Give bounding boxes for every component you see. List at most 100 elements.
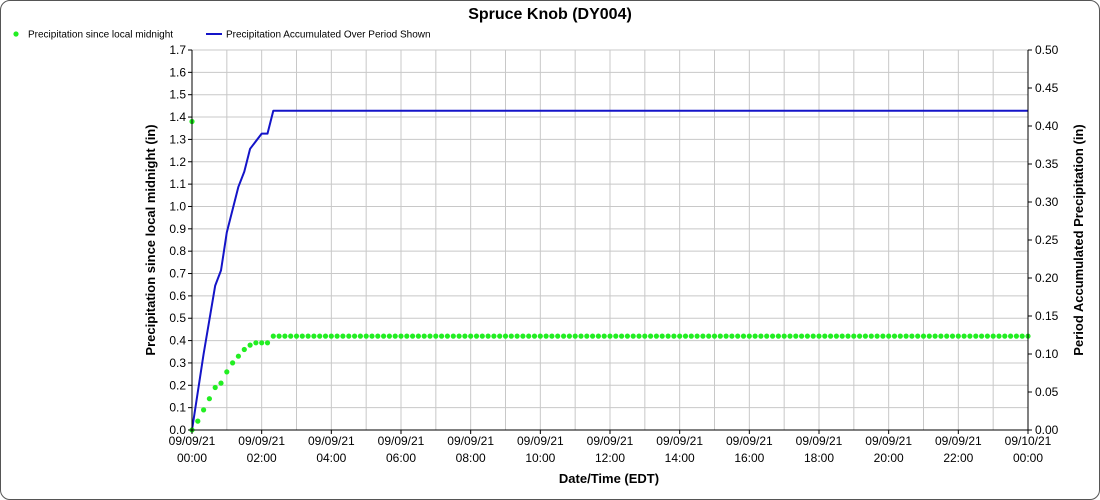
x-tick-label-time: 00:00 xyxy=(1013,451,1043,465)
grid xyxy=(191,49,1029,431)
data-point-precip-since-midnight xyxy=(282,333,288,339)
y-left-tick-label: 0.5 xyxy=(169,311,186,325)
data-point-precip-since-midnight xyxy=(758,333,764,339)
x-tick-label-date: 09/10/21 xyxy=(1005,434,1052,448)
x-tick-label-date: 09/09/21 xyxy=(726,434,773,448)
data-point-precip-since-midnight xyxy=(578,333,584,339)
data-point-precip-since-midnight xyxy=(473,333,480,339)
data-point-precip-since-midnight xyxy=(810,333,816,339)
data-point-precip-since-midnight xyxy=(450,333,456,339)
y-left-tick-label: 1.2 xyxy=(169,155,186,169)
x-tick-label-time: 06:00 xyxy=(386,451,416,465)
data-point-precip-since-midnight xyxy=(938,333,944,339)
data-point-precip-since-midnight xyxy=(903,333,909,339)
data-point-precip-since-midnight xyxy=(636,333,642,339)
data-point-precip-since-midnight xyxy=(230,360,236,366)
y-right-tick-label: 0.50 xyxy=(1035,43,1059,57)
data-point-precip-since-midnight xyxy=(479,333,485,339)
x-tick-label-date: 09/09/21 xyxy=(238,434,285,448)
data-point-precip-since-midnight xyxy=(764,333,770,339)
data-point-precip-since-midnight xyxy=(926,333,932,339)
data-point-precip-since-midnight xyxy=(845,333,851,339)
x-tick-label-time: 00:00 xyxy=(177,451,207,465)
data-point-precip-since-midnight xyxy=(880,333,886,339)
data-point-precip-since-midnight xyxy=(613,333,619,339)
data-point-precip-since-midnight xyxy=(868,333,874,339)
x-tick-label-time: 04:00 xyxy=(316,451,346,465)
data-point-precip-since-midnight xyxy=(305,333,311,339)
y-left-tick-label: 1.6 xyxy=(169,65,186,79)
data-point-precip-since-midnight xyxy=(288,333,294,339)
data-point-precip-since-midnight xyxy=(711,333,718,339)
y-right-tick-label: 0.05 xyxy=(1035,385,1059,399)
data-point-precip-since-midnight xyxy=(462,333,468,339)
x-tick-label-time: 16:00 xyxy=(734,451,764,465)
data-point-precip-since-midnight xyxy=(369,333,375,339)
data-point-precip-since-midnight xyxy=(735,333,741,339)
x-tick-label-date: 09/09/21 xyxy=(656,434,703,448)
y-right-tick-label: 0.40 xyxy=(1035,119,1059,133)
data-point-precip-since-midnight xyxy=(398,333,404,339)
data-point-precip-since-midnight xyxy=(433,333,439,339)
data-point-precip-since-midnight xyxy=(717,333,723,339)
data-point-precip-since-midnight xyxy=(241,346,247,353)
data-point-precip-since-midnight xyxy=(427,333,433,339)
x-tick-label-time: 10:00 xyxy=(525,451,555,465)
data-point-precip-since-midnight xyxy=(276,333,282,339)
legend: Precipitation since local midnight Preci… xyxy=(13,30,431,41)
series-line-period-accumulated xyxy=(191,109,1028,431)
y-left-tick-label: 0.1 xyxy=(169,401,186,415)
data-point-precip-since-midnight xyxy=(891,333,898,339)
data-point-precip-since-midnight xyxy=(415,333,421,339)
data-point-precip-since-midnight xyxy=(421,333,427,339)
y-left-tick-label: 1.7 xyxy=(169,43,186,57)
data-point-precip-since-midnight xyxy=(468,333,474,339)
x-tick-label-time: 14:00 xyxy=(665,451,695,465)
data-point-precip-since-midnight xyxy=(973,333,979,339)
data-point-precip-since-midnight xyxy=(857,333,863,339)
x-tick-label-time: 08:00 xyxy=(456,451,486,465)
data-point-precip-since-midnight xyxy=(311,333,317,339)
data-point-precip-since-midnight xyxy=(607,333,613,339)
data-point-precip-since-midnight xyxy=(456,333,462,339)
y-right-tick-label: 0.35 xyxy=(1035,157,1059,171)
data-point-precip-since-midnight xyxy=(833,333,840,339)
data-point-precip-since-midnight xyxy=(584,333,590,339)
data-point-precip-since-midnight xyxy=(328,333,334,339)
y-right-tick-label: 0.45 xyxy=(1035,81,1059,95)
data-point-precip-since-midnight xyxy=(822,333,828,339)
data-point-precip-since-midnight xyxy=(201,407,207,413)
data-point-precip-since-midnight xyxy=(590,333,596,339)
x-tick-label-time: 12:00 xyxy=(595,451,625,465)
x-axis-label: Date/Time (EDT) xyxy=(559,471,659,486)
data-point-precip-since-midnight xyxy=(502,333,509,339)
data-point-precip-since-midnight xyxy=(659,333,665,339)
data-point-precip-since-midnight xyxy=(920,333,927,339)
data-point-precip-since-midnight xyxy=(264,340,271,346)
data-point-precip-since-midnight xyxy=(508,333,514,339)
x-tick-label-date: 09/09/21 xyxy=(935,434,982,448)
data-point-precip-since-midnight xyxy=(270,333,276,339)
data-point-precip-since-midnight xyxy=(682,333,689,339)
data-point-precip-since-midnight xyxy=(322,333,329,339)
data-point-precip-since-midnight xyxy=(352,333,358,339)
y-axis-left-label: Precipitation since local midnight (in) xyxy=(143,124,158,355)
data-point-precip-since-midnight xyxy=(235,353,241,359)
data-point-precip-since-midnight xyxy=(979,333,985,339)
data-point-precip-since-midnight xyxy=(259,340,265,346)
y-right-tick-label: 0.00 xyxy=(1035,423,1059,437)
data-point-precip-since-midnight xyxy=(299,333,305,339)
y-left-tick-label: 0.3 xyxy=(169,356,186,370)
data-point-precip-since-midnight xyxy=(955,333,961,339)
y-right-tick-label: 0.10 xyxy=(1035,347,1059,361)
data-point-precip-since-midnight xyxy=(996,333,1002,339)
data-point-precip-since-midnight xyxy=(851,333,857,339)
data-point-precip-since-midnight xyxy=(375,333,381,339)
data-point-precip-since-midnight xyxy=(688,333,694,339)
data-point-precip-since-midnight xyxy=(804,333,811,339)
y-left-tick-label: 1.5 xyxy=(169,88,186,102)
legend-label-period-accumulated: Precipitation Accumulated Over Period Sh… xyxy=(226,30,431,41)
y-left-tick-label: 0.0 xyxy=(169,423,186,437)
